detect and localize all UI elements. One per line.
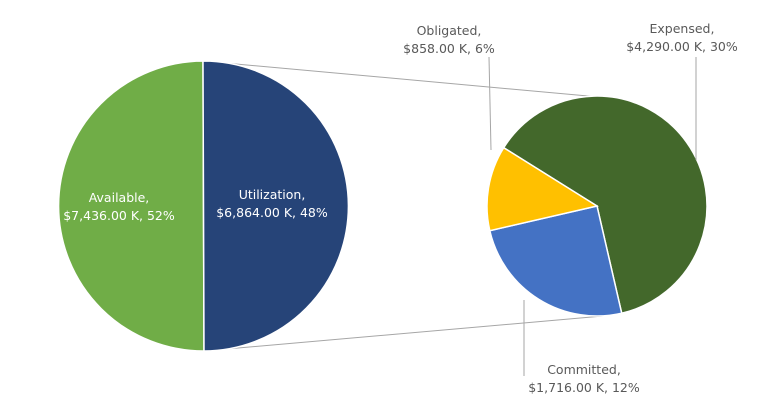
label-utilization-value: $6,864.00 K, 48% bbox=[216, 205, 328, 220]
label-available-name: Available, bbox=[88, 190, 150, 205]
label-expensed: Expensed, $4,290.00 K, 30% bbox=[612, 20, 752, 56]
label-obligated-value: $858.00 K, 6% bbox=[403, 41, 495, 56]
label-expensed-name: Expensed, bbox=[649, 21, 715, 36]
label-obligated: Obligated, $858.00 K, 6% bbox=[384, 22, 514, 58]
label-utilization: Utilization, $6,864.00 K, 48% bbox=[202, 186, 342, 222]
label-committed: Committed, $1,716.00 K, 12% bbox=[514, 361, 654, 397]
secondary-pie bbox=[486, 95, 708, 317]
label-committed-value: $1,716.00 K, 12% bbox=[528, 380, 640, 395]
label-available-value: $7,436.00 K, 52% bbox=[63, 208, 175, 223]
label-obligated-name: Obligated, bbox=[416, 23, 482, 38]
slice-committed[interactable] bbox=[488, 205, 623, 317]
slice-utilization[interactable] bbox=[202, 60, 350, 352]
connector-line-top bbox=[202, 60, 600, 98]
label-committed-name: Committed, bbox=[547, 362, 621, 377]
label-expensed-value: $4,290.00 K, 30% bbox=[626, 39, 738, 54]
slice-obligated[interactable] bbox=[486, 146, 599, 232]
connector-line-bottom bbox=[203, 315, 604, 352]
slice-available[interactable] bbox=[57, 60, 205, 352]
label-available: Available, $7,436.00 K, 52% bbox=[48, 189, 190, 225]
leader-line-obligated bbox=[488, 56, 492, 151]
slice-expensed[interactable] bbox=[502, 95, 708, 315]
label-utilization-name: Utilization, bbox=[238, 187, 306, 202]
primary-pie bbox=[57, 60, 350, 352]
